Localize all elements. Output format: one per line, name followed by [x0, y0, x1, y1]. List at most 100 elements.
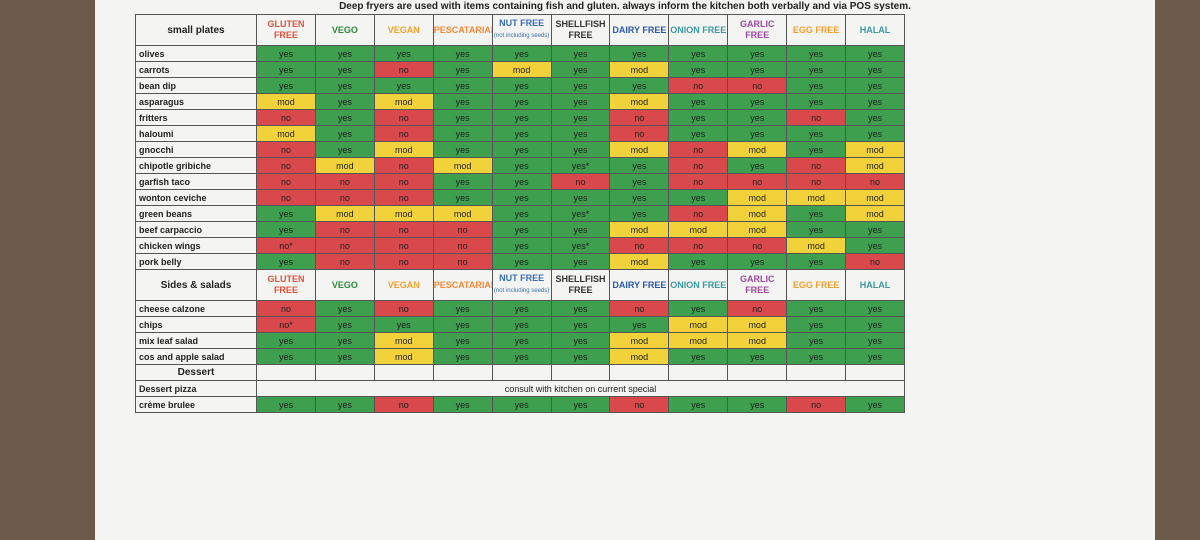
- item-row: wonton ceviche no no no yes yes yes yes yes mod mo…: [135, 189, 905, 206]
- cell: yes: [550, 221, 611, 238]
- item-name: chicken wings: [135, 237, 257, 254]
- cell: yes: [845, 77, 905, 94]
- cell: yes: [550, 253, 611, 270]
- cell: yes: [550, 141, 611, 158]
- section-title: Sides & salads: [135, 269, 257, 301]
- column-header: GARLIC FREE: [727, 14, 788, 46]
- cell: no: [786, 396, 847, 413]
- item-row: crème brulee yes yes no yes yes yes no yes yes no y…: [135, 396, 905, 413]
- cell: yes: [432, 141, 493, 158]
- cell: yes: [786, 61, 847, 78]
- cell: yes: [609, 173, 670, 190]
- item-name: wonton ceviche: [135, 189, 257, 206]
- column-label: VEGO: [331, 279, 358, 290]
- column-header: HALAL: [845, 14, 905, 46]
- cell: yes: [786, 253, 847, 270]
- column-header: [550, 364, 611, 381]
- cell: mod: [432, 157, 493, 174]
- cell: yes: [314, 61, 375, 78]
- cell: yes: [845, 61, 905, 78]
- item-row: asparagus mod yes mod yes yes yes mod yes yes yes y…: [135, 93, 905, 110]
- cell: no: [256, 141, 316, 158]
- cell: yes: [786, 205, 847, 222]
- cell: yes: [845, 221, 905, 238]
- cell: yes: [550, 332, 611, 349]
- cell: yes: [491, 396, 552, 413]
- cell: mod: [373, 93, 434, 110]
- cell: no: [786, 157, 847, 174]
- header-row: Dessert: [135, 364, 905, 381]
- column-header: [256, 364, 316, 381]
- cell: yes: [845, 109, 905, 126]
- cell: no: [373, 61, 434, 78]
- cell: yes: [786, 348, 847, 365]
- cell: yes: [727, 45, 788, 62]
- cell: no: [256, 157, 316, 174]
- cell: no: [609, 300, 670, 317]
- cell: mod: [727, 221, 788, 238]
- cell: no: [373, 300, 434, 317]
- column-header: [727, 364, 788, 381]
- cell: mod: [668, 221, 729, 238]
- cell: yes: [373, 45, 434, 62]
- cell: yes: [314, 300, 375, 317]
- column-header: EGG FREE: [786, 269, 847, 301]
- item-row: beef carpaccio yes no no no yes yes mod mod mod ye…: [135, 221, 905, 238]
- cell: yes: [314, 141, 375, 158]
- cell: yes: [491, 45, 552, 62]
- cell: yes: [256, 77, 316, 94]
- cell: no: [314, 221, 375, 238]
- cell: yes: [432, 61, 493, 78]
- item-name: fritters: [135, 109, 257, 126]
- allergen-table: small plates GLUTEN FREE VEGO VEGAN PESCATAR…: [135, 14, 905, 413]
- cell: no: [373, 109, 434, 126]
- cell: yes: [314, 348, 375, 365]
- cell: no: [314, 237, 375, 254]
- cell: yes: [491, 300, 552, 317]
- cell: yes: [550, 348, 611, 365]
- column-header: SHELLFISH FREE: [550, 269, 611, 301]
- item-name: carrots: [135, 61, 257, 78]
- cell: yes: [668, 61, 729, 78]
- cell: no: [314, 253, 375, 270]
- cell: yes: [491, 237, 552, 254]
- column-label: GLUTEN FREE: [267, 19, 305, 40]
- cell: yes: [432, 316, 493, 333]
- cell: no: [314, 189, 375, 206]
- item-name: chips: [135, 316, 257, 333]
- cell: yes: [550, 109, 611, 126]
- column-header: [609, 364, 670, 381]
- section-title: small plates: [135, 14, 257, 46]
- column-header: DAIRY FREE: [609, 14, 670, 46]
- cell: yes: [727, 109, 788, 126]
- item-row: garfish taco no no no yes yes no yes no no no no: [135, 173, 905, 190]
- cell: yes: [786, 300, 847, 317]
- item-row: mix leaf salad yes yes mod yes yes yes mod mod mo…: [135, 332, 905, 349]
- cell: yes: [256, 61, 316, 78]
- cell: yes: [786, 77, 847, 94]
- cell: yes: [314, 45, 375, 62]
- cell: mod: [727, 189, 788, 206]
- cell: no: [373, 125, 434, 142]
- cell: mod: [786, 237, 847, 254]
- cell: yes: [432, 348, 493, 365]
- item-row: bean dip yes yes yes yes yes yes yes no no yes yes: [135, 77, 905, 94]
- cell: yes: [491, 125, 552, 142]
- cell: mod: [314, 205, 375, 222]
- cell: yes: [432, 125, 493, 142]
- cell: mod: [256, 125, 316, 142]
- cell: yes: [256, 396, 316, 413]
- column-header: HALAL: [845, 269, 905, 301]
- cell: no: [256, 189, 316, 206]
- column-label: DAIRY FREE: [612, 24, 667, 35]
- cell: yes: [609, 157, 670, 174]
- cell: yes: [432, 332, 493, 349]
- cell: mod: [727, 332, 788, 349]
- cell: yes: [491, 157, 552, 174]
- column-label: HALAL: [859, 279, 891, 290]
- cell: mod: [373, 205, 434, 222]
- cell: yes: [373, 316, 434, 333]
- cell: yes: [668, 109, 729, 126]
- cell: no: [727, 237, 788, 254]
